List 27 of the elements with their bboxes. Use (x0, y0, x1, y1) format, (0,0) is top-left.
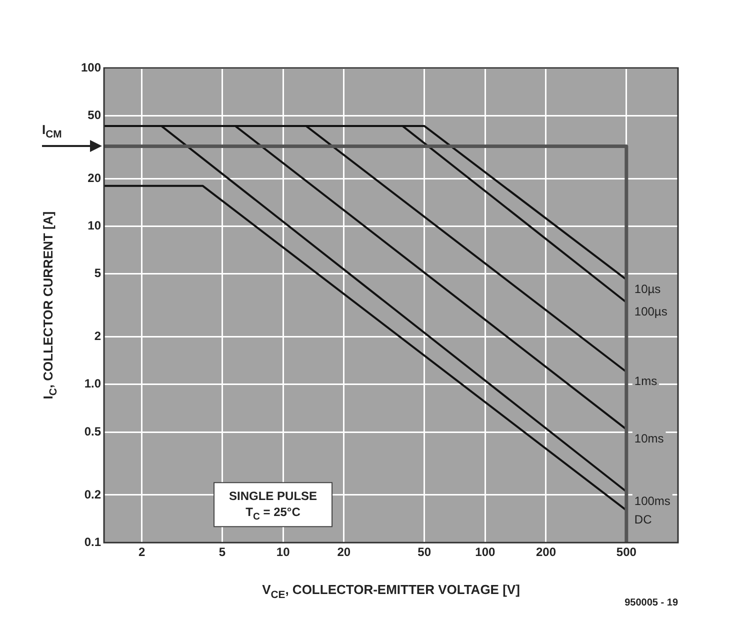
x-tick-label: 500 (616, 545, 637, 560)
series-label: 100µs (634, 304, 668, 319)
text: 950005 - 19 (624, 597, 678, 608)
x-tick-label: 5 (218, 545, 226, 560)
y-tick-label: 0.5 (84, 424, 102, 438)
y-tick-label: 2 (94, 329, 102, 344)
y-tick-label: 5 (94, 266, 102, 280)
x-tick-label: 2 (138, 545, 146, 560)
y-tick-label: 20 (88, 170, 102, 185)
x-tick-label: 10 (276, 545, 290, 560)
x-tick-label: 100 (475, 545, 496, 560)
series-label: 10µs (634, 282, 661, 296)
series-label: DC (634, 512, 652, 527)
series-label: 100ms (634, 494, 670, 508)
x-tick-label: 50 (418, 545, 432, 560)
y-tick-label: 0.1 (84, 534, 102, 549)
x-tick-label: 200 (536, 545, 556, 560)
y-axis-title: IC, COLLECTOR CURRENT [A] (40, 211, 60, 400)
y-tick-label: 50 (88, 108, 102, 122)
annotation: SINGLE PULSE (229, 488, 318, 503)
y-tick-label: 10 (88, 218, 102, 233)
x-tick-label: 20 (337, 545, 351, 560)
series-label: 1ms (634, 374, 658, 388)
y-tick-label: 100 (80, 60, 102, 74)
series-label: 10ms (634, 432, 664, 446)
y-tick-label: 1.0 (84, 376, 102, 391)
y-tick-label: 0.2 (84, 487, 102, 502)
